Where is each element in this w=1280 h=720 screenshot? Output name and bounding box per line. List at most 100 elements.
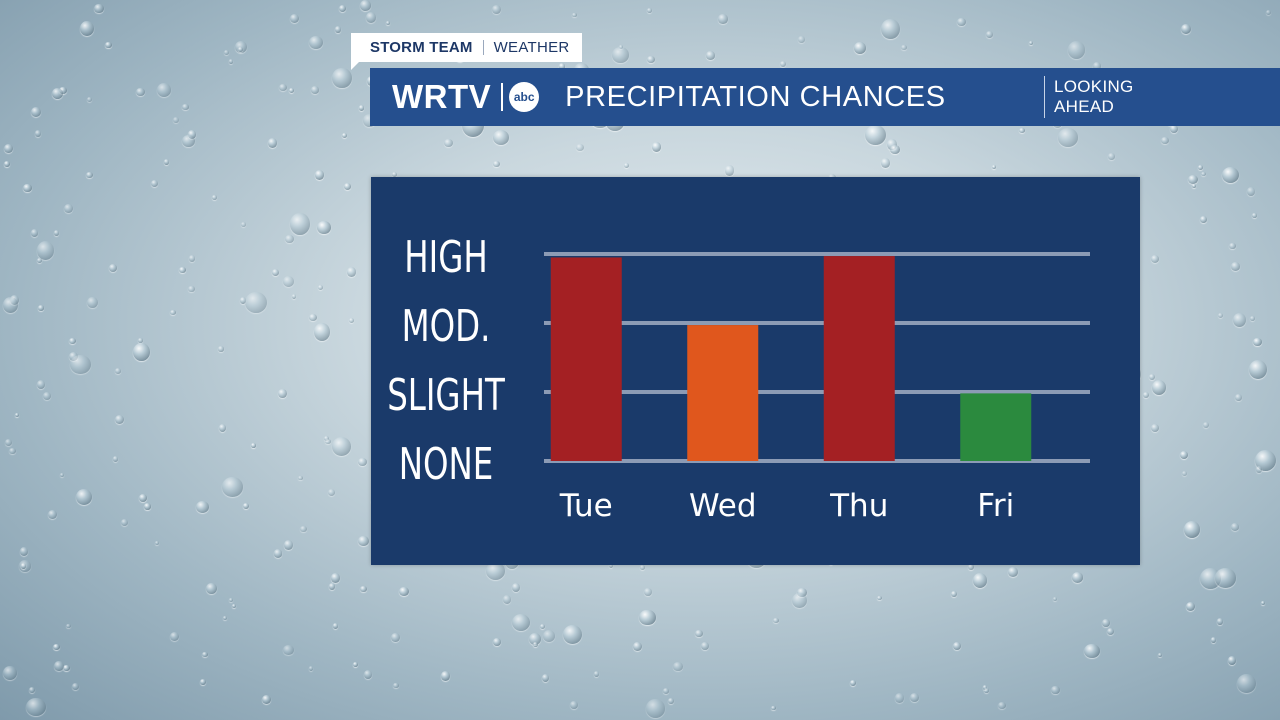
raindrop bbox=[1216, 618, 1223, 625]
raindrop bbox=[701, 641, 709, 650]
raindrop bbox=[644, 588, 652, 597]
raindrop bbox=[59, 472, 64, 478]
raindrop bbox=[75, 489, 92, 506]
bar-wed bbox=[687, 325, 759, 461]
raindrop bbox=[1261, 600, 1266, 605]
raindrop bbox=[1247, 187, 1256, 196]
raindrop bbox=[283, 276, 295, 288]
raindrop bbox=[612, 47, 629, 63]
raindrop bbox=[72, 683, 80, 691]
raindrop bbox=[385, 20, 390, 25]
raindrop bbox=[797, 35, 805, 44]
storm-team-tag: STORM TEAM WEATHER bbox=[351, 33, 582, 62]
raindrop bbox=[218, 346, 224, 352]
raindrop bbox=[365, 12, 377, 24]
raindrop bbox=[984, 688, 989, 693]
raindrop bbox=[53, 660, 64, 672]
y-tick-label: MOD. bbox=[402, 302, 491, 352]
raindrop bbox=[37, 257, 42, 263]
raindrop bbox=[493, 130, 510, 145]
raindrop bbox=[1187, 174, 1198, 185]
raindrop bbox=[511, 613, 530, 631]
raindrop bbox=[773, 617, 780, 623]
raindrop bbox=[533, 642, 539, 647]
raindrop bbox=[245, 292, 267, 314]
raindrop bbox=[222, 477, 244, 497]
raindrop bbox=[570, 700, 578, 710]
raindrop bbox=[31, 107, 41, 118]
raindrop bbox=[1148, 373, 1156, 381]
raindrop bbox=[182, 134, 196, 148]
bar-thu bbox=[823, 256, 895, 461]
raindrop bbox=[251, 443, 256, 448]
raindrop bbox=[105, 41, 112, 48]
x-tick-label: Fri bbox=[977, 488, 1014, 524]
raindrop bbox=[28, 686, 35, 693]
raindrop bbox=[26, 697, 46, 716]
raindrop bbox=[311, 86, 320, 94]
raindrop bbox=[1181, 23, 1192, 34]
page-title: PRECIPITATION CHANCES bbox=[565, 80, 946, 113]
raindrop bbox=[114, 367, 122, 375]
raindrop bbox=[1217, 313, 1224, 319]
raindrop bbox=[632, 641, 642, 652]
raindrop bbox=[70, 355, 91, 374]
raindrop bbox=[341, 133, 347, 138]
raindrop bbox=[542, 629, 556, 643]
raindrop bbox=[187, 129, 197, 140]
raindrop bbox=[343, 183, 352, 191]
tag-notch bbox=[351, 62, 359, 70]
raindrop bbox=[188, 285, 195, 292]
raindrop bbox=[1201, 171, 1206, 176]
raindrop bbox=[63, 664, 71, 672]
raindrop bbox=[333, 623, 339, 629]
raindrop bbox=[156, 83, 171, 97]
raindrop bbox=[222, 616, 227, 620]
raindrop bbox=[309, 36, 324, 50]
raindrop bbox=[562, 624, 583, 645]
raindrop bbox=[991, 164, 997, 170]
raindrop bbox=[292, 294, 297, 300]
raindrop bbox=[132, 343, 150, 362]
raindrop bbox=[1227, 656, 1237, 666]
raindrop bbox=[323, 435, 330, 442]
raindrop bbox=[909, 692, 920, 703]
raindrop bbox=[850, 680, 857, 687]
raindrop bbox=[284, 540, 294, 551]
raindrop bbox=[1181, 470, 1187, 477]
raindrop bbox=[231, 603, 237, 608]
raindrop bbox=[593, 671, 600, 678]
raindrop bbox=[1157, 652, 1163, 658]
raindrop bbox=[182, 104, 189, 110]
raindrop bbox=[1214, 567, 1237, 588]
raindrop bbox=[3, 296, 18, 313]
raindrop bbox=[36, 241, 54, 261]
raindrop bbox=[154, 541, 160, 546]
raindrop bbox=[1235, 393, 1243, 402]
raindrop bbox=[332, 67, 353, 89]
raindrop bbox=[20, 563, 26, 569]
raindrop bbox=[1198, 165, 1203, 171]
raindrop bbox=[300, 526, 307, 533]
raindrop bbox=[120, 518, 129, 527]
raindrop bbox=[1255, 449, 1277, 471]
raindrop bbox=[486, 562, 506, 581]
raindrop bbox=[854, 42, 866, 55]
raindrop bbox=[894, 693, 905, 703]
raindrop bbox=[352, 662, 358, 668]
raindrop bbox=[69, 338, 76, 345]
raindrop bbox=[332, 436, 352, 456]
raindrop bbox=[663, 688, 670, 695]
raindrop bbox=[94, 3, 104, 14]
raindrop bbox=[1150, 254, 1160, 263]
raindrop bbox=[65, 623, 71, 628]
raindrop bbox=[1008, 567, 1019, 577]
raindrop bbox=[136, 88, 146, 97]
raindrop bbox=[393, 682, 399, 689]
raindrop bbox=[1253, 338, 1262, 347]
raindrop bbox=[972, 572, 988, 588]
raindrop bbox=[87, 296, 98, 309]
raindrop bbox=[206, 582, 217, 594]
raindrop bbox=[652, 142, 662, 152]
station-logo: WRTV bbox=[392, 78, 492, 115]
